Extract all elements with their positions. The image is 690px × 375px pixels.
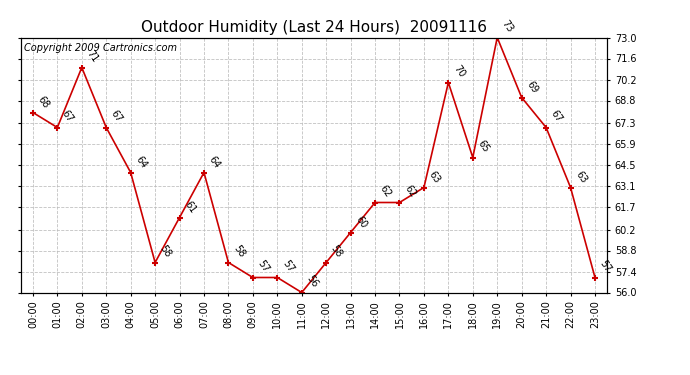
Text: 64: 64 xyxy=(207,154,222,170)
Text: 67: 67 xyxy=(109,109,124,125)
Text: 57: 57 xyxy=(255,259,271,275)
Text: 70: 70 xyxy=(451,64,466,80)
Text: 57: 57 xyxy=(598,259,613,275)
Text: 68: 68 xyxy=(36,94,51,110)
Text: 58: 58 xyxy=(158,244,173,260)
Text: 65: 65 xyxy=(475,139,491,155)
Text: 60: 60 xyxy=(353,214,368,230)
Text: 67: 67 xyxy=(60,109,75,125)
Text: 58: 58 xyxy=(329,244,344,260)
Text: 62: 62 xyxy=(402,184,417,200)
Text: 67: 67 xyxy=(549,109,564,125)
Text: 71: 71 xyxy=(85,49,100,65)
Text: 58: 58 xyxy=(231,244,246,260)
Text: 64: 64 xyxy=(133,154,148,170)
Text: 63: 63 xyxy=(426,169,442,185)
Text: Copyright 2009 Cartronics.com: Copyright 2009 Cartronics.com xyxy=(23,43,177,52)
Text: 62: 62 xyxy=(378,184,393,200)
Text: 69: 69 xyxy=(524,79,540,95)
Text: 73: 73 xyxy=(500,19,515,35)
Text: 56: 56 xyxy=(304,274,319,290)
Text: 57: 57 xyxy=(280,259,295,275)
Text: 63: 63 xyxy=(573,169,589,185)
Title: Outdoor Humidity (Last 24 Hours)  20091116: Outdoor Humidity (Last 24 Hours) 2009111… xyxy=(141,20,487,35)
Text: 61: 61 xyxy=(182,199,197,215)
